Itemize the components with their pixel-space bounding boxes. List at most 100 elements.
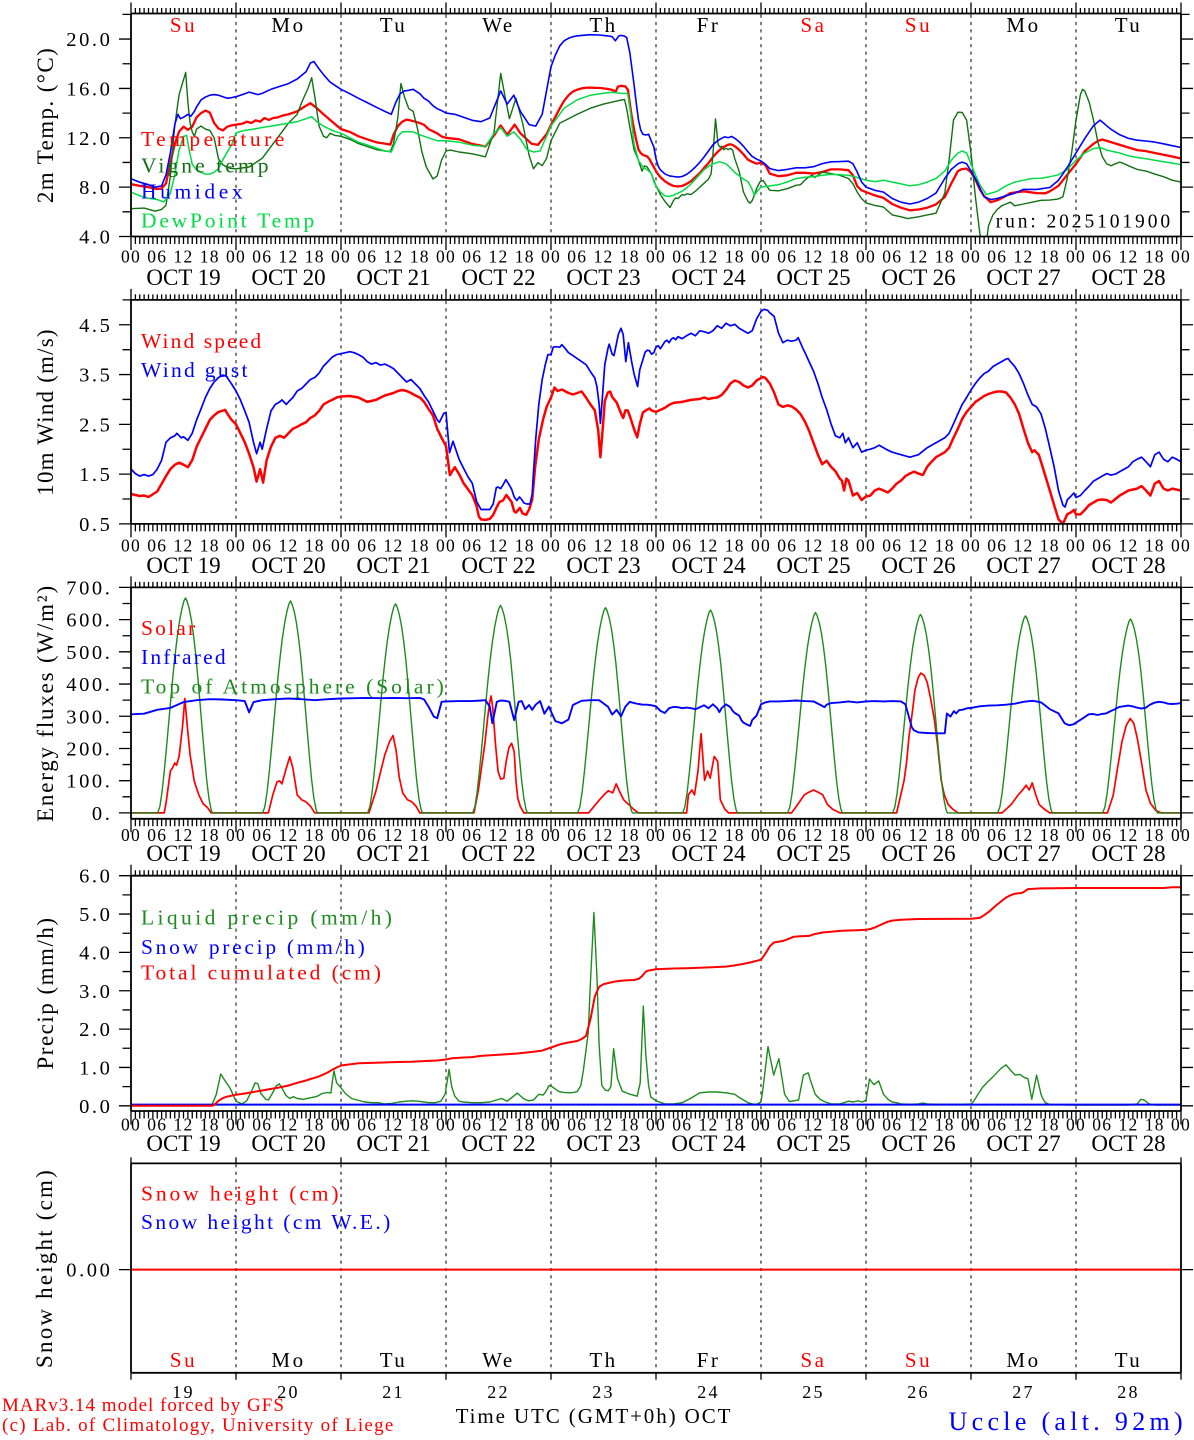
svg-text:Tu: Tu (1115, 13, 1143, 37)
svg-text:00: 00 (226, 536, 246, 556)
svg-text:18: 18 (1145, 247, 1165, 267)
svg-text:OCT 23: OCT 23 (566, 265, 640, 290)
svg-text:Temperature: Temperature (141, 127, 288, 151)
svg-text:12: 12 (384, 536, 404, 556)
svg-text:06: 06 (357, 536, 377, 556)
svg-text:1.5: 1.5 (79, 464, 112, 486)
svg-text:18: 18 (305, 247, 325, 267)
svg-text:OCT 20: OCT 20 (251, 841, 325, 866)
svg-text:4.0: 4.0 (79, 942, 112, 964)
svg-text:2.5: 2.5 (79, 414, 112, 436)
svg-text:OCT 22: OCT 22 (461, 265, 535, 290)
svg-text:12: 12 (804, 1115, 824, 1135)
svg-text:00: 00 (121, 825, 141, 845)
svg-text:18: 18 (515, 1115, 535, 1135)
svg-text:06: 06 (987, 247, 1007, 267)
svg-text:06: 06 (567, 825, 587, 845)
svg-text:00: 00 (751, 825, 771, 845)
svg-text:18: 18 (830, 247, 850, 267)
svg-text:OCT 27: OCT 27 (986, 265, 1060, 290)
svg-text:12: 12 (909, 247, 929, 267)
svg-text:Su: Su (170, 13, 197, 37)
svg-text:12: 12 (594, 1115, 614, 1135)
svg-text:6.0: 6.0 (79, 866, 112, 888)
svg-text:06: 06 (462, 825, 482, 845)
svg-text:18: 18 (935, 247, 955, 267)
svg-text:OCT 28: OCT 28 (1091, 1131, 1165, 1156)
svg-text:06: 06 (987, 536, 1007, 556)
svg-text:06: 06 (252, 536, 272, 556)
svg-text:23: 23 (592, 1382, 614, 1402)
svg-text:500.: 500. (66, 642, 112, 664)
svg-text:DewPoint Temp: DewPoint Temp (141, 209, 317, 233)
svg-text:Precip (mm/h): Precip (mm/h) (33, 917, 58, 1070)
svg-text:18: 18 (1040, 536, 1060, 556)
svg-text:12: 12 (1119, 1115, 1139, 1135)
svg-text:Infrared: Infrared (141, 645, 228, 669)
svg-text:06: 06 (462, 536, 482, 556)
svg-text:12: 12 (699, 536, 719, 556)
svg-text:OCT 19: OCT 19 (146, 841, 220, 866)
svg-text:06: 06 (357, 247, 377, 267)
svg-text:18: 18 (935, 825, 955, 845)
svg-text:06: 06 (672, 536, 692, 556)
svg-text:06: 06 (672, 247, 692, 267)
svg-text:00: 00 (646, 536, 666, 556)
svg-text:00: 00 (541, 1115, 561, 1135)
svg-text:Th: Th (589, 1348, 617, 1372)
svg-text:Snow height (cm): Snow height (cm) (141, 1182, 341, 1206)
svg-text:12: 12 (384, 247, 404, 267)
svg-text:Snow precip (mm/h): Snow precip (mm/h) (141, 935, 368, 959)
svg-text:OCT 25: OCT 25 (776, 1131, 850, 1156)
svg-text:06: 06 (357, 825, 377, 845)
svg-text:00: 00 (1066, 247, 1086, 267)
svg-text:Sa: Sa (801, 1348, 827, 1372)
svg-text:18: 18 (1145, 825, 1165, 845)
svg-text:12: 12 (909, 536, 929, 556)
svg-text:5.0: 5.0 (79, 904, 112, 926)
svg-text:12: 12 (174, 825, 194, 845)
svg-text:18: 18 (200, 536, 220, 556)
svg-text:26: 26 (907, 1382, 929, 1402)
svg-text:We: We (482, 1348, 514, 1372)
svg-text:16.0: 16.0 (66, 78, 112, 100)
svg-text:3.0: 3.0 (79, 981, 112, 1003)
svg-text:Top of Atmosphere (Solar): Top of Atmosphere (Solar) (141, 675, 447, 699)
svg-text:12: 12 (594, 536, 614, 556)
svg-text:12: 12 (279, 536, 299, 556)
svg-text:Time UTC (GMT+0h) OCT: Time UTC (GMT+0h) OCT (456, 1404, 733, 1428)
svg-text:18: 18 (200, 825, 220, 845)
svg-text:Energy fluxes (W/m²): Energy fluxes (W/m²) (33, 584, 58, 822)
svg-text:06: 06 (1092, 536, 1112, 556)
svg-text:OCT 23: OCT 23 (566, 841, 640, 866)
svg-text:12: 12 (804, 247, 824, 267)
svg-text:00: 00 (961, 825, 981, 845)
svg-text:0.: 0. (92, 803, 113, 825)
svg-text:00: 00 (1171, 1115, 1191, 1135)
svg-text:Solar: Solar (141, 616, 197, 640)
svg-text:06: 06 (252, 825, 272, 845)
svg-text:OCT 24: OCT 24 (671, 553, 746, 578)
svg-text:00: 00 (1066, 536, 1086, 556)
svg-text:00: 00 (541, 536, 561, 556)
svg-text:06: 06 (1092, 825, 1112, 845)
svg-text:18: 18 (1040, 247, 1060, 267)
svg-text:00: 00 (436, 1115, 456, 1135)
svg-text:12: 12 (279, 247, 299, 267)
svg-text:00: 00 (226, 1115, 246, 1135)
svg-text:00: 00 (331, 247, 351, 267)
svg-text:Tu: Tu (1115, 1348, 1143, 1372)
svg-text:OCT 20: OCT 20 (251, 1131, 325, 1156)
svg-text:12: 12 (594, 825, 614, 845)
svg-text:18: 18 (200, 247, 220, 267)
svg-text:25: 25 (802, 1382, 824, 1402)
svg-text:1.0: 1.0 (79, 1057, 112, 1079)
svg-text:06: 06 (567, 536, 587, 556)
svg-text:18: 18 (935, 1115, 955, 1135)
svg-text:OCT 28: OCT 28 (1091, 265, 1165, 290)
svg-text:12: 12 (174, 1115, 194, 1135)
svg-text:0.0: 0.0 (79, 1096, 112, 1118)
svg-text:06: 06 (1092, 1115, 1112, 1135)
svg-text:18: 18 (725, 1115, 745, 1135)
svg-text:0.00: 0.00 (66, 1260, 112, 1282)
